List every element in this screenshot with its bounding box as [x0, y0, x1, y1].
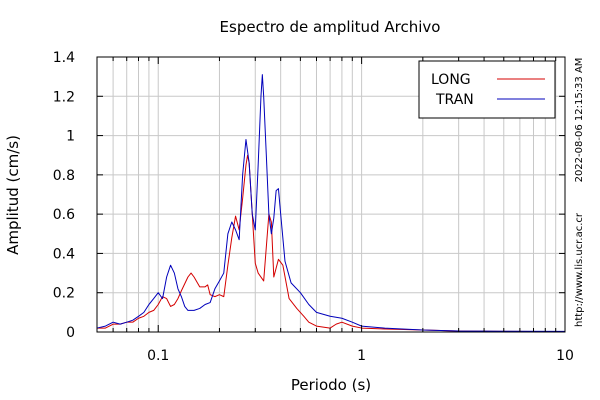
- axis-ticks: 0.1 1 10 0 0.2 0.4 0.6 0.8 1 1.2 1.4: [53, 50, 574, 364]
- series-line-tran: [96, 74, 566, 332]
- legend-label-tran: TRAN: [435, 92, 474, 108]
- chart-title: Espectro de amplitud Archivo: [220, 18, 441, 36]
- y-tick-label: 0.2: [53, 286, 75, 302]
- x-axis-label: Periodo (s): [291, 376, 371, 394]
- legend-label-long: LONG: [431, 72, 471, 88]
- y-tick-label: 0: [66, 325, 75, 341]
- plot-frame: [96, 56, 566, 333]
- legend-box: [418, 60, 556, 119]
- x-tick-label: 10: [556, 348, 574, 364]
- y-tick-label: 0.8: [53, 168, 75, 184]
- y-tick-label: 1: [66, 129, 75, 145]
- y-tick-label: 1.2: [53, 89, 75, 105]
- y-tick-label: 0.4: [53, 246, 75, 262]
- y-axis-label: Amplitud (cm/s): [4, 135, 22, 255]
- y-tick-label: 0.6: [53, 207, 75, 223]
- series-line-long: [97, 154, 566, 333]
- x-tick-label: 1: [357, 348, 366, 364]
- source-url-text: http://www.lis.ucr.ac.cr: [574, 212, 585, 327]
- y-tick-label: 1.4: [53, 50, 75, 66]
- series-layer: [96, 74, 566, 333]
- x-tick-label: 0.1: [147, 348, 169, 364]
- chart-grid: [97, 57, 565, 332]
- timestamp-text: 2022-08-06 12:15:33 AM: [574, 58, 585, 183]
- legend: LONG TRAN: [418, 60, 556, 119]
